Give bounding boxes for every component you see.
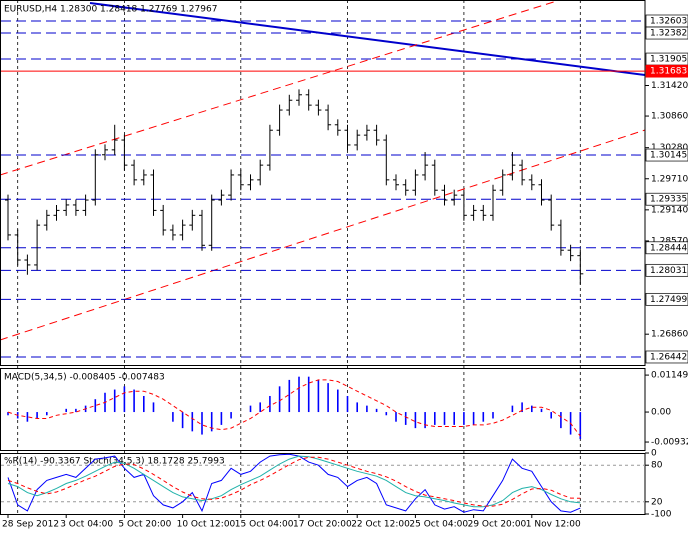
y-tick-label: -0.009325 xyxy=(651,438,688,448)
y-tick-label: 1.29140 xyxy=(651,205,688,215)
channel-line xyxy=(0,129,646,341)
chart-title: EURUSD,H4 1.28300 1.28418 1.27769 1.2796… xyxy=(4,5,217,15)
y-tick-label: 1.26860 xyxy=(651,330,688,340)
level-label: 1.31905 xyxy=(650,55,687,65)
x-tick-label: 10 Oct 12:00 xyxy=(177,520,236,530)
y-tick-label: 1.30860 xyxy=(651,112,688,122)
level-label: 1.32382 xyxy=(650,29,687,39)
oscillator-line xyxy=(7,456,581,507)
y-tick-label: 1.30280 xyxy=(651,143,688,153)
main-panel-frame xyxy=(0,0,646,366)
oscillator-panel-frame xyxy=(0,453,646,515)
level-label-box xyxy=(645,26,688,40)
level-label-box xyxy=(645,263,688,277)
x-tick-label: 22 Oct 12:00 xyxy=(351,520,410,530)
level-label-box xyxy=(645,148,688,162)
trend-line xyxy=(89,2,646,76)
x-tick-label: 17 Oct 20:00 xyxy=(293,520,352,530)
y-tick-label: 0.011496 xyxy=(651,371,688,381)
level-label: 1.28444 xyxy=(650,243,687,253)
level-label-box xyxy=(645,350,688,364)
y-tick-label: 0 xyxy=(651,449,657,459)
level-label: 1.26442 xyxy=(650,352,687,362)
y-tick-label: 80 xyxy=(651,461,663,471)
y-tick-label: -100 xyxy=(651,510,672,520)
y-tick-label: 20 xyxy=(651,497,663,507)
x-tick-label: 5 Oct 20:00 xyxy=(118,520,171,530)
macd-panel-frame xyxy=(0,368,646,451)
level-label-box xyxy=(645,241,688,255)
level-label: 1.31683 xyxy=(650,67,687,77)
y-tick-label: 1.31420 xyxy=(651,81,688,91)
x-tick-label: 28 Sep 2012 xyxy=(2,520,59,530)
level-label: 1.30145 xyxy=(650,151,687,161)
level-label: 1.32603 xyxy=(650,16,687,26)
channel-line xyxy=(0,0,561,176)
macd-title: MACD(5,34,5) -0.008405 -0.007483 xyxy=(4,373,165,383)
level-label: 1.28031 xyxy=(650,266,687,276)
oscillator-line xyxy=(7,453,581,513)
y-tick-label: 1.28570 xyxy=(651,236,688,246)
signal-line xyxy=(7,379,581,437)
oscillator-title: %R(14) -90.3367 Stoch(34,5,3) 18.1728 25… xyxy=(4,457,225,467)
level-label-box xyxy=(645,64,688,78)
x-tick-label: 29 Oct 20:00 xyxy=(468,520,527,530)
x-tick-label: 15 Oct 04:00 xyxy=(235,520,294,530)
y-tick-label: 0.00 xyxy=(651,408,671,418)
x-tick-label: 25 Oct 04:00 xyxy=(409,520,468,530)
x-tick-label: 1 Nov 12:00 xyxy=(526,520,581,530)
level-label: 1.29335 xyxy=(650,195,687,205)
vertical-grid xyxy=(17,0,581,514)
x-tick-label: 3 Oct 04:00 xyxy=(60,520,113,530)
level-label-box xyxy=(645,192,688,206)
y-tick-label: 1.29710 xyxy=(651,174,688,184)
level-label-box xyxy=(645,292,688,306)
level-label: 1.27499 xyxy=(650,295,687,305)
